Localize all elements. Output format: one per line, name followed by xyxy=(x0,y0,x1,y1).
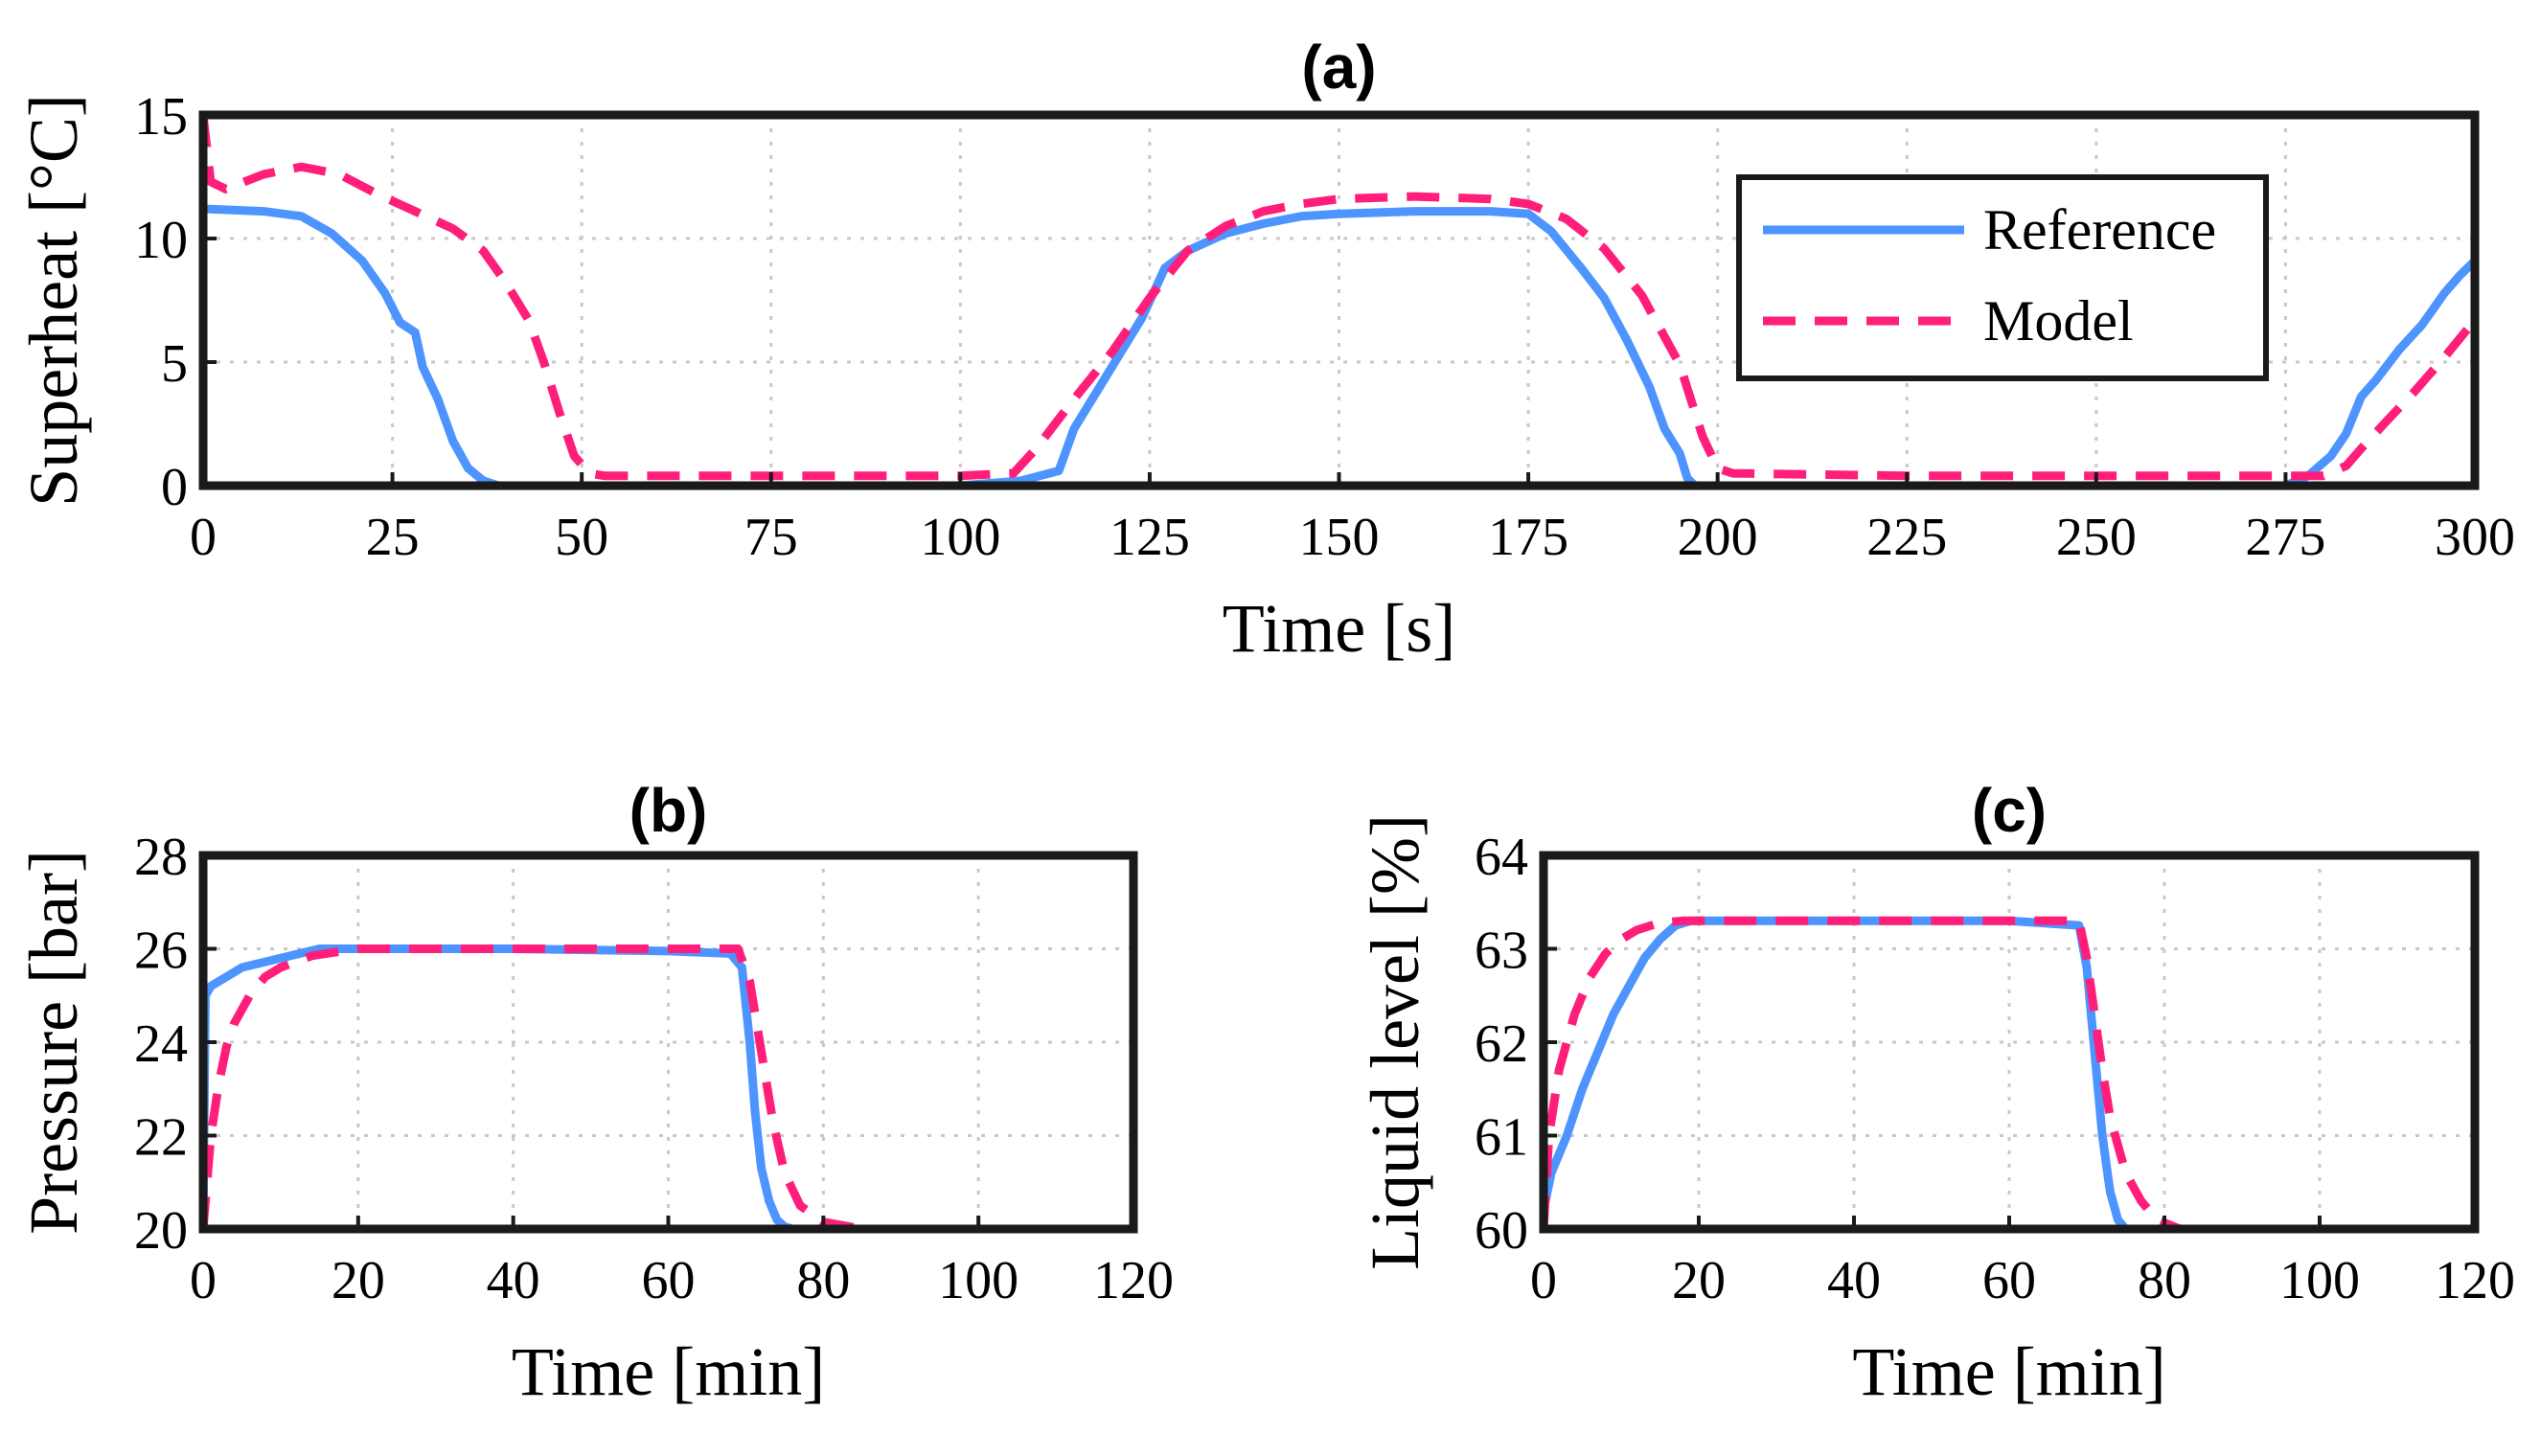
x-tick-label: 175 xyxy=(1488,508,1568,567)
panel-b-xlabel: Time [min] xyxy=(512,1333,825,1410)
panel-a-ticks: 0 25 50 75 100 125 150 175 200 225 250 275 300 0 5 10 15 xyxy=(134,87,2515,567)
panel-b-series xyxy=(198,944,1133,1234)
x-tick-label: 120 xyxy=(1093,1251,1174,1310)
x-tick-label: 120 xyxy=(2435,1251,2515,1310)
x-tick-label: 300 xyxy=(2435,508,2515,567)
series-line-model xyxy=(1539,916,2475,1234)
panel-a-legend: Reference Model xyxy=(1736,174,2269,381)
panel-c-xlabel: Time [min] xyxy=(1852,1333,2165,1410)
y-tick-label: 20 xyxy=(134,1201,188,1261)
y-tick-label: 61 xyxy=(1475,1108,1528,1168)
x-tick-label: 100 xyxy=(2279,1251,2360,1310)
y-tick-label: 15 xyxy=(134,87,188,147)
panel-b-title: (b) xyxy=(629,776,708,845)
x-tick-label: 40 xyxy=(1827,1251,1881,1310)
x-tick-label: 125 xyxy=(1110,508,1190,567)
x-tick-label: 60 xyxy=(1982,1251,2036,1310)
panel-c: 0 20 40 60 80 100 120 60 61 62 63 64 (c) Time [min]… xyxy=(1357,776,2515,1410)
x-tick-label: 40 xyxy=(487,1251,540,1310)
series-line-model xyxy=(198,944,1133,1234)
x-tick-label: 75 xyxy=(744,508,798,567)
panel-c-title: (c) xyxy=(1972,776,2047,845)
x-tick-label: 250 xyxy=(2056,508,2137,567)
legend-box xyxy=(1736,174,2269,381)
x-tick-label: 80 xyxy=(796,1251,850,1310)
panel-a-title: (a) xyxy=(1301,33,1376,102)
x-tick-label: 0 xyxy=(190,1251,217,1310)
panel-a: 0 25 50 75 100 125 150 175 200 225 250 275 300 0 5 10 15… xyxy=(15,33,2515,667)
panel-a-ylabel: Superheat [°C] xyxy=(15,94,92,507)
x-tick-label: 275 xyxy=(2245,508,2325,567)
x-tick-label: 100 xyxy=(938,1251,1018,1310)
y-tick-label: 0 xyxy=(161,458,188,517)
panel-a-series xyxy=(198,114,2479,490)
legend-label-model: Model xyxy=(1983,289,2134,353)
panel-c-series xyxy=(1539,916,2475,1234)
x-tick-label: 25 xyxy=(366,508,420,567)
panel-b-ylabel: Pressure [bar] xyxy=(15,850,92,1235)
x-tick-label: 50 xyxy=(555,508,608,567)
y-tick-label: 64 xyxy=(1475,828,1528,887)
y-tick-label: 5 xyxy=(161,334,188,394)
series-line-model xyxy=(198,114,2479,481)
y-tick-label: 28 xyxy=(134,828,188,887)
x-tick-label: 225 xyxy=(1866,508,1947,567)
y-tick-label: 10 xyxy=(134,211,188,270)
y-tick-label: 62 xyxy=(1475,1014,1528,1074)
y-tick-label: 24 xyxy=(134,1014,188,1074)
x-tick-label: 80 xyxy=(2138,1251,2191,1310)
x-tick-label: 60 xyxy=(642,1251,696,1310)
y-tick-label: 22 xyxy=(134,1108,188,1168)
panel-c-ticks: 0 20 40 60 80 100 120 60 61 62 63 64 xyxy=(1475,828,2515,1310)
x-tick-label: 0 xyxy=(190,508,217,567)
x-tick-label: 20 xyxy=(1672,1251,1726,1310)
y-tick-label: 26 xyxy=(134,921,188,981)
y-tick-label: 63 xyxy=(1475,921,1528,981)
y-tick-label: 60 xyxy=(1475,1201,1528,1261)
x-tick-label: 150 xyxy=(1299,508,1380,567)
x-tick-label: 0 xyxy=(1530,1251,1557,1310)
panel-a-xlabel: Time [s] xyxy=(1223,590,1455,667)
panel-c-ylabel: Liquid level [%] xyxy=(1357,814,1433,1270)
x-tick-label: 100 xyxy=(920,508,1000,567)
legend-label-reference: Reference xyxy=(1983,198,2216,262)
x-tick-label: 20 xyxy=(332,1251,385,1310)
x-tick-label: 200 xyxy=(1678,508,1758,567)
